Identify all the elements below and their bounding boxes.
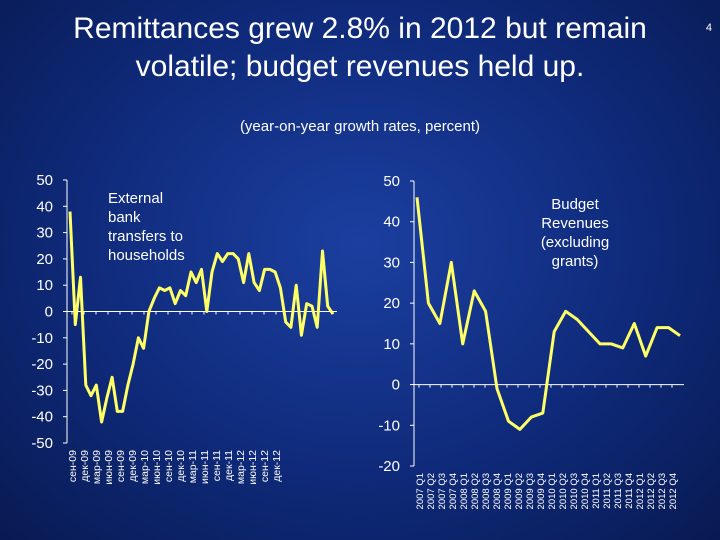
x-tick-label: 2009 Q4 (536, 473, 547, 509)
series-line (415, 197, 681, 431)
y-tick-label: -20 (378, 458, 400, 475)
y-tick-label: 20 (383, 295, 400, 312)
x-tick-label: 2011 Q4 (624, 473, 635, 509)
y-tick-label: 20 (36, 251, 53, 268)
x-tick-label: 2008 Q3 (481, 473, 492, 509)
x-tick-label: сен-09 (115, 450, 127, 482)
y-tick-label: 10 (383, 336, 400, 353)
x-tick-label: 2010 Q3 (569, 473, 580, 509)
page-title: Remittances grew 2.8% in 2012 but remain… (73, 12, 647, 83)
x-tick-label: 2011 Q2 (602, 473, 613, 509)
y-tick-label: 50 (383, 173, 400, 190)
x-tick-label: сен-10 (163, 450, 175, 482)
x-tick-label: 2009 Q2 (514, 473, 525, 509)
x-tick-label: июн-10 (151, 450, 163, 485)
x-tick-label: сен-11 (211, 450, 223, 481)
x-tick-label: 2010 Q1 (547, 473, 558, 509)
series-label-line: grants) (552, 253, 599, 270)
y-tick-label: -10 (31, 330, 53, 347)
x-tick-label: мар-10 (139, 450, 151, 484)
x-tick-label: 2009 Q3 (525, 473, 536, 509)
x-tick-label: 2011 Q3 (613, 473, 624, 509)
x-tick-label: 2012 Q2 (646, 473, 657, 509)
x-tick-label: мар-09 (91, 450, 103, 484)
page-number: 4 (705, 22, 712, 34)
x-tick-label: 2007 Q4 (448, 473, 459, 509)
x-tick-label: дек-11 (223, 450, 235, 481)
y-tick-label: 30 (36, 225, 53, 242)
series-label-line: households (108, 247, 185, 264)
y-tick-label: 0 (392, 377, 400, 394)
series-label-line: Revenues (541, 215, 609, 232)
series-label-line: bank (108, 209, 141, 226)
y-tick-label: -20 (31, 356, 53, 373)
y-tick-label: -30 (31, 382, 53, 399)
x-tick-label: 2007 Q2 (426, 473, 437, 509)
x-tick-label: сен-12 (259, 450, 271, 482)
x-tick-label: мар-11 (187, 450, 199, 483)
chart-subtitle: (year-on-year growth rates, percent) (239, 118, 481, 135)
y-tick-label: 40 (383, 214, 400, 231)
x-tick-label: 2010 Q4 (580, 473, 591, 509)
series-label-line: Budget (551, 196, 599, 213)
x-tick-label: июн-11 (199, 450, 211, 484)
x-tick-label: 2011 Q1 (591, 473, 602, 509)
x-tick-label: дек-10 (175, 450, 187, 482)
x-tick-label: сен-09 (67, 450, 79, 482)
series-label-line: (excluding (541, 234, 609, 251)
x-tick-label: 2008 Q2 (470, 473, 481, 509)
x-tick-label: 2012 Q1 (635, 473, 646, 509)
x-tick-label: 2007 Q1 (415, 473, 426, 509)
x-tick-label: мар-12 (235, 450, 247, 484)
series-line (68, 211, 335, 424)
y-tick-label: 10 (36, 277, 53, 294)
x-tick-label: дек-09 (127, 450, 139, 482)
y-tick-label: -10 (378, 417, 400, 434)
y-tick-label: 50 (36, 172, 53, 189)
x-tick-label: дек-09 (79, 450, 91, 482)
x-tick-label: 2007 Q3 (437, 473, 448, 509)
x-tick-label: 2012 Q4 (668, 473, 679, 509)
y-tick-label: -40 (31, 409, 53, 426)
y-tick-label: 40 (36, 198, 53, 215)
x-tick-label: 2008 Q1 (459, 473, 470, 509)
series-label: Budget Revenues (excluding grants) (541, 196, 609, 270)
y-tick-label: -50 (31, 435, 53, 452)
y-tick-label: 0 (45, 304, 53, 321)
x-tick-label: 2008 Q4 (492, 473, 503, 509)
y-tick-label: 30 (383, 254, 400, 271)
x-tick-label: дек-12 (271, 450, 283, 482)
series-label-line: External (108, 190, 163, 207)
x-tick-label: 2010 Q2 (558, 473, 569, 509)
x-tick-label: июн-12 (247, 450, 259, 485)
x-tick-label: июн-09 (103, 450, 115, 485)
x-tick-label: 2012 Q3 (657, 473, 668, 509)
x-tick-label: 2009 Q1 (503, 473, 514, 509)
series-label-line: transfers to (108, 228, 183, 245)
series-label: External bank transfers to households (108, 190, 185, 264)
